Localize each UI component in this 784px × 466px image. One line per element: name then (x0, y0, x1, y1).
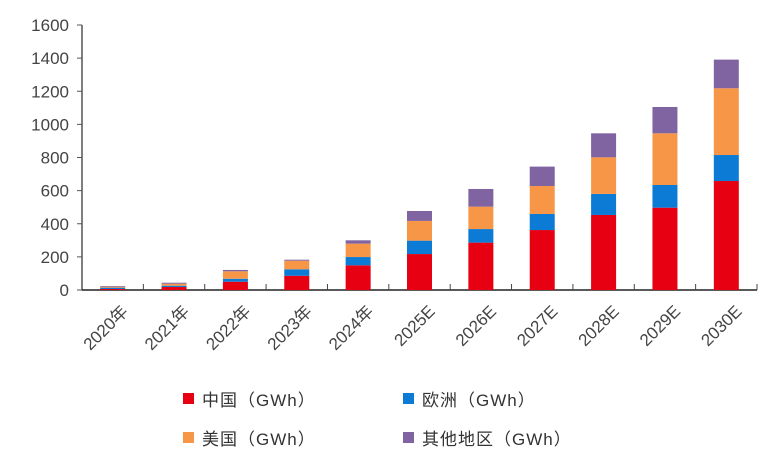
legend-item-usa: 美国（GWh） (183, 425, 316, 450)
legend-swatch-europe (403, 393, 414, 404)
y-tick-label: 800 (41, 149, 69, 168)
bar-segment-3-8 (591, 133, 617, 158)
legend-label-other: 其他地区（GWh） (422, 430, 572, 449)
bar-segment-3-9 (652, 106, 678, 134)
bar-segment-0-1 (161, 287, 187, 290)
x-tick-label: 2026E (452, 302, 500, 350)
x-tick-label: 2022年 (202, 302, 254, 354)
bar-segment-1-9 (652, 184, 678, 208)
bar-segment-0-4 (345, 265, 371, 290)
bar-segment-1-7 (529, 213, 555, 231)
bar-segment-1-5 (407, 240, 432, 255)
legend-label-china: 中国（GWh） (202, 391, 316, 410)
legend-swatch-other (403, 432, 414, 443)
bar-segment-2-0 (100, 286, 126, 288)
x-tick-label: 2024年 (325, 302, 377, 354)
bar-segment-0-10 (713, 181, 739, 290)
bar-segment-2-8 (591, 157, 617, 194)
legend-label-europe: 欧洲（GWh） (422, 391, 536, 410)
bar-segment-2-1 (161, 283, 187, 286)
bar-segment-3-10 (713, 59, 739, 89)
bar-segment-3-0 (100, 286, 126, 287)
legend-label-usa: 美国（GWh） (202, 430, 316, 449)
y-tick-label: 0 (60, 281, 69, 300)
bar-segment-3-4 (345, 240, 371, 244)
y-tick-label: 1600 (31, 16, 69, 35)
bar-segment-1-0 (100, 287, 126, 290)
bar-segment-0-7 (529, 230, 555, 290)
bar-segment-1-8 (591, 193, 617, 215)
bar-segment-3-2 (222, 269, 248, 272)
bar-segment-2-2 (222, 271, 248, 279)
bar-segment-2-10 (713, 88, 739, 156)
bar-segment-0-2 (222, 281, 248, 290)
x-tick-label: 2029E (636, 302, 684, 350)
bar-segment-3-3 (284, 259, 310, 261)
bar-segment-2-9 (652, 133, 678, 185)
bar-segment-0-0 (100, 289, 126, 290)
bar-segment-1-2 (222, 278, 248, 282)
bar-segment-0-6 (468, 242, 494, 290)
y-tick-label: 600 (41, 182, 69, 201)
bar-segment-1-1 (161, 285, 187, 288)
legend-item-china: 中国（GWh） (183, 386, 316, 411)
x-tick-label: 2025E (391, 302, 439, 350)
bar-segment-3-1 (161, 282, 187, 284)
legend-swatch-china (183, 393, 194, 404)
bar-segment-2-6 (468, 206, 494, 230)
y-tick-label: 400 (41, 215, 69, 234)
bar-segment-2-5 (407, 220, 432, 241)
legend-swatch-usa (183, 432, 194, 443)
x-tick-label: 2023年 (264, 302, 316, 354)
legend-item-europe: 欧洲（GWh） (403, 386, 536, 411)
x-tick-label: 2028E (575, 302, 623, 350)
y-tick-label: 1200 (31, 82, 69, 101)
x-tick-label: 2021年 (141, 302, 193, 354)
bar-segment-0-3 (284, 275, 310, 290)
bar-segment-0-9 (652, 207, 678, 290)
y-tick-label: 1400 (31, 49, 69, 68)
bar-segment-1-4 (345, 257, 371, 266)
bar-segment-3-5 (407, 210, 432, 221)
x-tick-label: 2030E (697, 302, 745, 350)
bar-segment-2-3 (284, 260, 310, 270)
y-tick-label: 1000 (31, 115, 69, 134)
bar-segment-1-3 (284, 269, 310, 276)
x-tick-label: 2020年 (80, 302, 132, 354)
bar-segment-2-4 (345, 243, 371, 258)
bar-segment-2-7 (529, 185, 555, 214)
bar-segment-3-6 (468, 188, 494, 207)
bar-segment-0-5 (407, 254, 432, 290)
bar-segment-0-8 (591, 214, 617, 290)
bar-segment-1-10 (713, 155, 739, 182)
bar-segment-3-7 (529, 166, 555, 186)
bar-segment-1-6 (468, 229, 494, 243)
x-tick-label: 2027E (513, 302, 561, 350)
y-tick-label: 200 (41, 248, 69, 267)
legend-item-other: 其他地区（GWh） (403, 425, 572, 450)
